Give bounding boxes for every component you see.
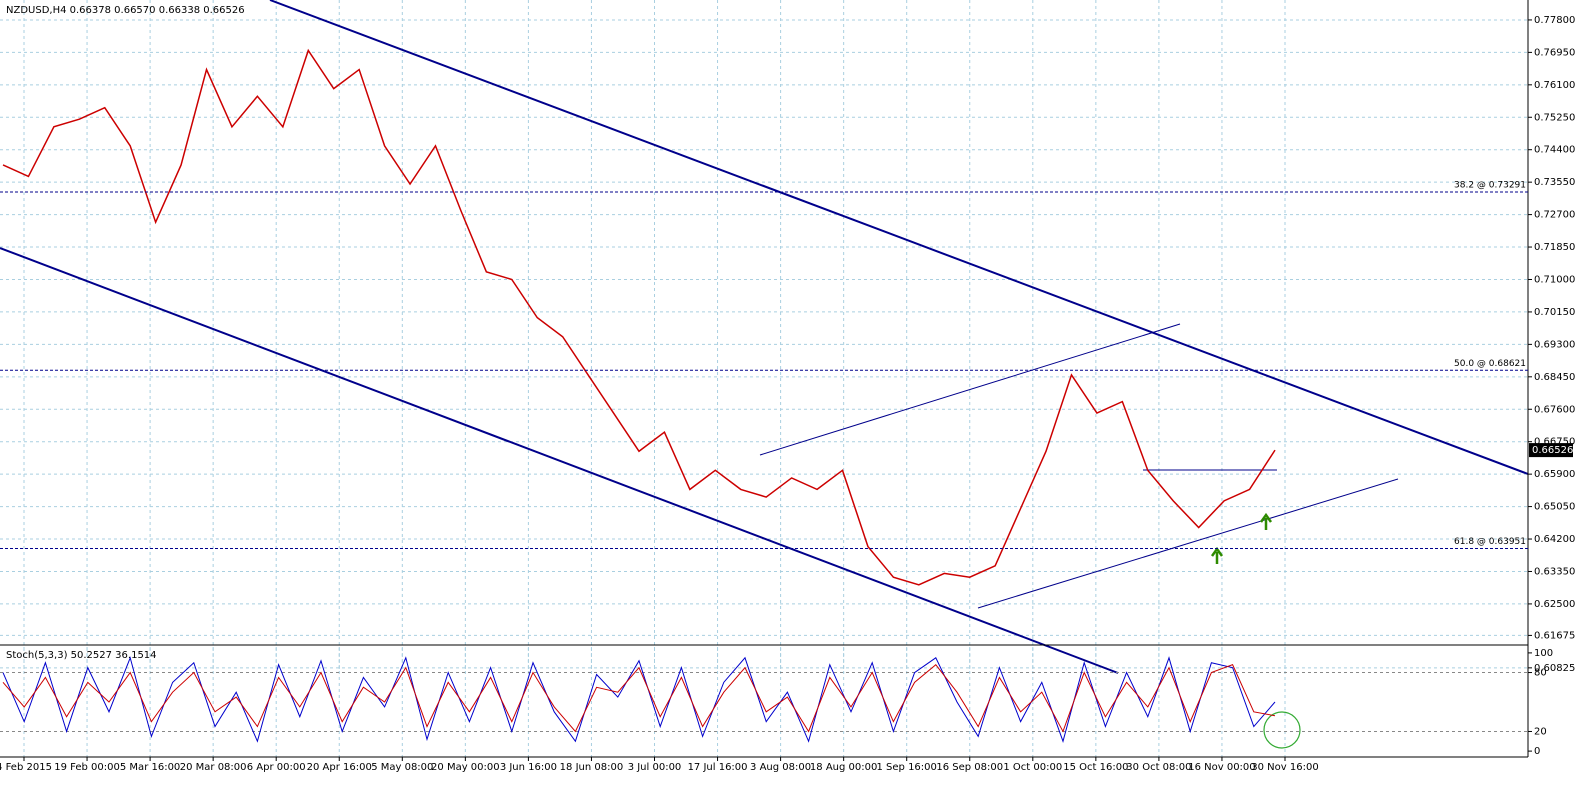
channel-upper	[269, 0, 1529, 475]
level-label: 38.2 @ 0.73291	[1454, 181, 1526, 191]
y-tick-label: 0.64200	[1534, 534, 1575, 545]
x-tick-label: 5 May 08:00	[371, 762, 433, 773]
price-tag-label: 0.66526	[1532, 445, 1573, 456]
y-tick-label: 0.74400	[1534, 145, 1575, 156]
y-tick-label: 0.76950	[1534, 47, 1575, 58]
y-tick-label: 0.63350	[1534, 566, 1575, 577]
trend-line	[759, 323, 1181, 456]
y-tick-label: 0.68450	[1534, 372, 1575, 383]
highlight-circle	[1263, 711, 1301, 749]
y-tick-label: 0.77800	[1534, 15, 1575, 26]
arrow	[1259, 512, 1273, 530]
y-tick-label: 20	[1534, 726, 1547, 737]
x-tick-label: 16 Sep 08:00	[936, 762, 1003, 773]
y-tick-label: 0.67600	[1534, 404, 1575, 415]
price-tag	[1529, 443, 1573, 458]
y-tick-label: 100	[1534, 648, 1553, 659]
x-tick-label: 1 Oct 00:00	[1003, 762, 1062, 773]
level-label: 50.0 @ 0.68621	[1454, 359, 1526, 369]
y-tick-label: 0.61675	[1534, 630, 1575, 641]
x-tick-label: 3 Jul 00:00	[628, 762, 682, 773]
x-tick-label: 18 Jun 08:00	[560, 762, 624, 773]
x-tick-label: 30 Oct 08:00	[1126, 762, 1191, 773]
x-tick-label: 4 Feb 2015	[0, 762, 52, 773]
y-tick-label: 0.75250	[1534, 112, 1575, 123]
x-tick-label: 1 Sep 16:00	[877, 762, 937, 773]
x-tick-label: 6 Apr 00:00	[247, 762, 306, 773]
x-tick-label: 20 Mar 08:00	[180, 762, 247, 773]
x-tick-label: 5 Mar 16:00	[120, 762, 180, 773]
y-tick-label: 0.69300	[1534, 339, 1575, 350]
y-tick-label: 80	[1534, 668, 1547, 679]
y-tick-label: 0.73550	[1534, 177, 1575, 188]
level-label: 61.8 @ 0.63951	[1454, 537, 1526, 547]
y-tick-label: 0.72700	[1534, 210, 1575, 221]
y-tick-label: 0.76100	[1534, 80, 1575, 91]
trend-line	[977, 478, 1399, 609]
stoch-signal	[2, 663, 1276, 733]
y-tick-label: 0.70150	[1534, 307, 1575, 318]
y-tick-label: 0.71850	[1534, 242, 1575, 253]
x-tick-label: 3 Jun 16:00	[500, 762, 557, 773]
y-tick-label: 0	[1534, 746, 1540, 757]
channel-lower	[0, 247, 1119, 674]
x-tick-label: 20 Apr 16:00	[307, 762, 372, 773]
y-tick-label: 0.71000	[1534, 274, 1575, 285]
x-tick-label: 3 Aug 08:00	[750, 762, 811, 773]
y-tick-label: 0.65900	[1534, 469, 1575, 480]
header: NZDUSD,H4 0.66378 0.66570 0.66338 0.6652…	[6, 5, 245, 16]
plot	[2, 48, 1276, 586]
x-tick-label: 20 May 00:00	[431, 762, 500, 773]
x-tick-label: 16 Nov 00:00	[1188, 762, 1255, 773]
y-tick-label: 0.66750	[1534, 437, 1575, 448]
x-tick-label: 15 Oct 16:00	[1063, 762, 1128, 773]
x-tick-label: 19 Feb 00:00	[54, 762, 120, 773]
grid	[0, 0, 1528, 757]
x-tick-label: 17 Jul 16:00	[688, 762, 748, 773]
y-tick-label: 0.65050	[1534, 502, 1575, 513]
stoch-main	[2, 656, 1276, 743]
stoch-label: Stoch(5,3,3) 50.2527 36.1514	[6, 650, 157, 661]
x-tick-label: 18 Aug 00:00	[810, 762, 877, 773]
y-tick-label: 0.60825	[1534, 663, 1575, 674]
y-tick-label: 0.62500	[1534, 599, 1575, 610]
price-line	[2, 48, 1276, 586]
x-tick-label: 30 Nov 16:00	[1251, 762, 1318, 773]
